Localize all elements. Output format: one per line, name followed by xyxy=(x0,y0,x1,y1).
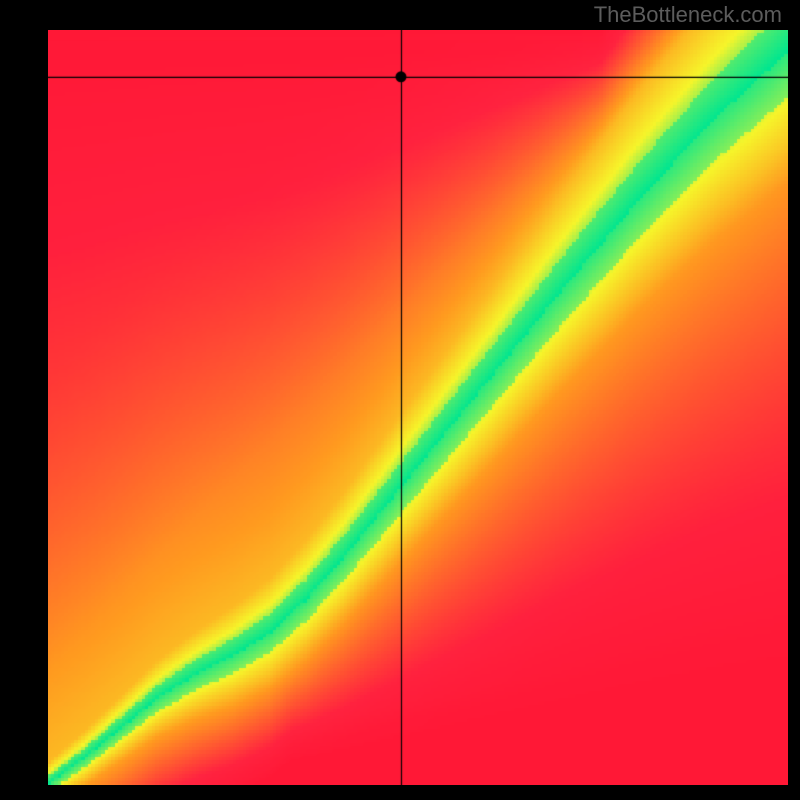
watermark-text: TheBottleneck.com xyxy=(594,2,782,28)
heatmap-canvas xyxy=(48,30,788,785)
chart-container: TheBottleneck.com xyxy=(0,0,800,800)
